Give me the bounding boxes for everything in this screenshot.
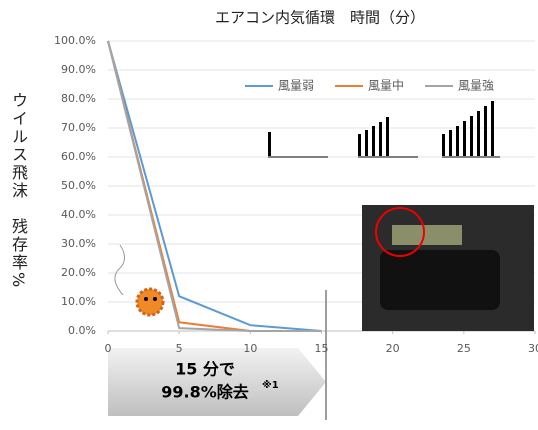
y-tick-label: 60.0%	[61, 150, 96, 163]
fan-icons	[268, 101, 500, 158]
annotation: 99.8%除去	[161, 383, 249, 402]
x-tick-label: 15	[315, 342, 329, 355]
annotation: 15 分で	[175, 360, 235, 379]
y-tick-label: 80.0%	[61, 92, 96, 105]
y-axis-label: ウイルス飛沫 残存率%	[9, 92, 28, 290]
annotation-arrow	[108, 348, 326, 416]
y-tick-label: 100.0%	[54, 34, 96, 47]
y-tick-label: 50.0%	[61, 179, 96, 192]
legend-label: 風量強	[458, 79, 494, 93]
y-tick-label: 10.0%	[61, 295, 96, 308]
y-tick-label: 40.0%	[61, 208, 96, 221]
x-tick-label: 30	[528, 342, 538, 355]
x-tick-label: 20	[386, 342, 400, 355]
x-tick-label: 5	[176, 342, 183, 355]
virus-icon	[114, 244, 165, 317]
annotation-note: ※1	[262, 379, 279, 391]
x-tick-label: 0	[105, 342, 112, 355]
series-line	[107, 40, 322, 332]
legend-label: 風量中	[368, 78, 404, 93]
y-tick-label: 30.0%	[61, 237, 96, 250]
x-tick-label: 10	[243, 342, 257, 355]
x-tick-label: 25	[457, 342, 471, 355]
y-tick-label: 20.0%	[61, 266, 96, 279]
series-line	[107, 40, 322, 332]
chart-title: エアコン内気循環 時間（分）	[215, 9, 425, 27]
y-tick-label: 70.0%	[61, 121, 96, 134]
y-tick-label: 90.0%	[61, 63, 96, 76]
legend-label: 風量弱	[278, 79, 314, 93]
y-tick-label: 0.0%	[68, 324, 96, 337]
photo	[362, 205, 534, 331]
